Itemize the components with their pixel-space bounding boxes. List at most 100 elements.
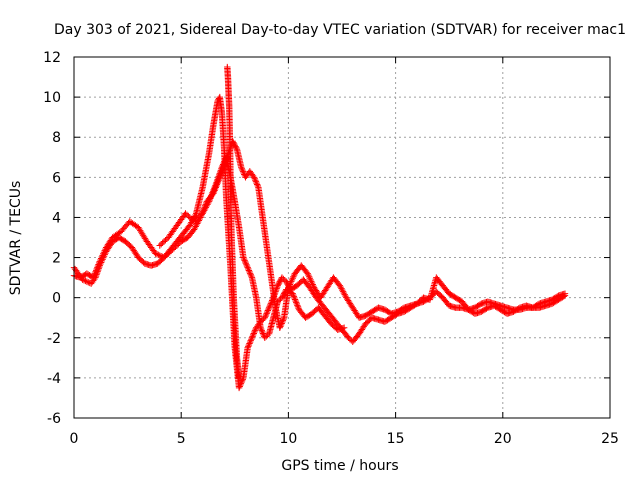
point-track-b-573 [561, 290, 569, 297]
point-track-a-409 [247, 337, 254, 344]
point-track-c-55 [213, 179, 220, 186]
point-track-a-433 [266, 303, 273, 310]
point-track-a-378 [235, 384, 243, 392]
point-track-b-22 [94, 264, 101, 271]
point-track-a-454 [280, 275, 287, 283]
point-track-a-428 [263, 310, 270, 317]
point-track-c-47 [208, 190, 216, 198]
point-track-b-185 [238, 164, 245, 171]
point-track-b-380 [337, 283, 344, 291]
point-track-a-379 [236, 383, 243, 390]
point-track-c-50 [210, 186, 217, 193]
point-track-c-238 [294, 303, 302, 310]
point-track-c-4 [162, 236, 169, 244]
x-tick-label-1: 5 [177, 431, 186, 447]
y-tick-label-3: 0 [52, 291, 61, 307]
point-track-c-187 [259, 330, 267, 337]
point-track-c-186 [259, 328, 266, 336]
point-track-b-201 [251, 175, 258, 182]
point-track-a-416 [251, 327, 259, 334]
point-track-c-58 [214, 174, 222, 182]
point-track-c-219 [279, 293, 286, 300]
point-track-c-218 [278, 294, 286, 301]
point-track-c-45 [207, 193, 215, 201]
point-track-c-147 [246, 268, 253, 276]
point-track-a-404 [244, 344, 251, 352]
point-track-c-22 [182, 210, 189, 217]
point-track-a-10 [82, 277, 89, 285]
point-track-c-34 [199, 210, 206, 217]
point-track-a-448 [275, 281, 282, 288]
point-track-c-144 [244, 264, 251, 271]
y-tick-label-4: 2 [52, 251, 61, 267]
point-track-c-23 [183, 211, 191, 218]
y-axis-label: SDTVAR / TECUs [8, 181, 24, 296]
point-track-c-185 [258, 327, 265, 334]
point-track-c-48 [209, 189, 216, 196]
point-track-a-412 [249, 333, 256, 340]
point-track-a-407 [246, 340, 253, 347]
point-track-b-347 [307, 276, 314, 284]
point-track-b-326 [288, 278, 295, 285]
point-track-a-431 [265, 305, 272, 313]
point-track-c-53 [212, 182, 219, 189]
x-tick-label-5: 25 [601, 431, 619, 447]
point-track-a-515 [345, 334, 352, 341]
point-track-c-138 [240, 255, 248, 263]
point-track-b-19 [92, 268, 99, 275]
point-track-a-380 [237, 381, 244, 389]
point-track-c-51 [211, 185, 218, 192]
point-track-c-62 [217, 168, 224, 176]
point-track-b-20 [93, 267, 100, 274]
plot-border [73, 56, 611, 419]
point-track-c-25 [186, 214, 193, 221]
point-track-c-183 [257, 324, 264, 331]
point-track-b-385 [341, 291, 348, 298]
point-track-b-108 [191, 224, 199, 232]
point-track-c-215 [274, 298, 281, 305]
point-track-c-220 [280, 291, 287, 299]
point-track-b-302 [280, 315, 287, 323]
plot-frame [73, 56, 611, 419]
point-track-a-11 [83, 278, 91, 285]
point-track-b-171 [232, 143, 239, 150]
point-track-b-81 [156, 252, 163, 259]
point-track-b-186 [238, 165, 246, 172]
point-track-a-453 [278, 274, 286, 281]
point-track-b-24 [95, 261, 102, 268]
point-track-b-18 [91, 270, 99, 277]
point-track-c-148 [246, 270, 254, 277]
point-track-b-384 [340, 289, 348, 297]
point-track-c-216 [275, 297, 283, 304]
x-tick-label-3: 15 [387, 431, 405, 447]
point-track-b-325 [287, 279, 294, 287]
point-track-c-66 [219, 162, 226, 170]
data-points [70, 63, 569, 392]
x-tick-label-0: 0 [70, 431, 79, 447]
point-track-c-278 [340, 324, 348, 331]
point-track-a-450 [276, 278, 284, 285]
point-track-b-187 [239, 166, 246, 174]
point-track-b-94 [175, 240, 182, 248]
point-track-b-203 [252, 178, 260, 185]
point-track-b-296 [276, 324, 284, 331]
point-track-c-29 [192, 216, 199, 224]
point-track-b-23 [94, 262, 102, 270]
point-track-c-231 [290, 293, 298, 300]
point-track-c-43 [206, 196, 213, 204]
point-track-c-67 [219, 161, 227, 168]
point-track-a-382 [238, 378, 245, 386]
point-track-c-54 [212, 180, 220, 188]
point-track-c-2 [159, 239, 166, 247]
point-track-c-57 [214, 176, 221, 183]
y-tick-label-9: 12 [43, 50, 61, 66]
point-track-b-109 [192, 223, 199, 230]
point-track-a-411 [248, 334, 256, 341]
series-track-c [156, 154, 348, 341]
point-track-a-381 [237, 380, 245, 387]
point-track-a-425 [261, 314, 269, 321]
point-track-c-236 [293, 300, 300, 308]
point-spike-202 [235, 374, 243, 382]
series-spike [224, 63, 243, 382]
